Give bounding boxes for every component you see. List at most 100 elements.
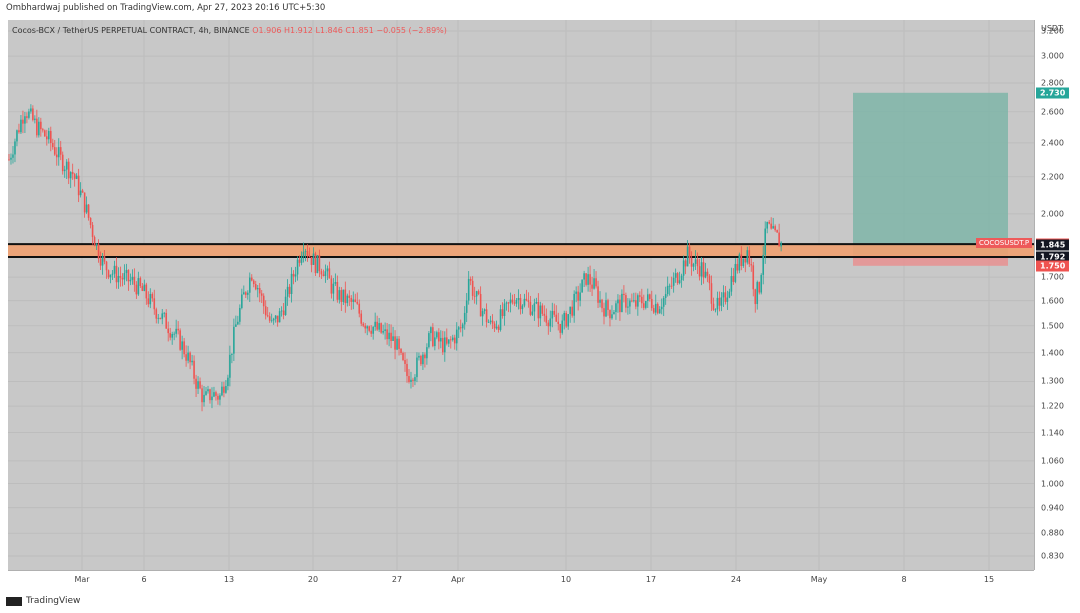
price-tick-label: 1.600	[1041, 296, 1064, 306]
price-tick-label: 1.140	[1041, 428, 1064, 438]
candle-body	[557, 321, 560, 324]
candle-body	[28, 111, 30, 118]
candle-body	[774, 226, 776, 231]
tradingview-logo-icon	[6, 596, 22, 606]
price-tick-label: 3.200	[1041, 26, 1064, 36]
candle-body	[213, 392, 215, 397]
candle-body	[330, 278, 333, 294]
candle-body	[51, 143, 54, 148]
candle-body	[700, 262, 703, 277]
price-tick-label: 0.880	[1041, 528, 1064, 538]
candle-body	[368, 326, 370, 331]
candle-body	[262, 295, 265, 307]
candle-body	[280, 310, 283, 312]
candle-body	[432, 327, 434, 347]
candle-body	[370, 330, 372, 334]
candle-body	[332, 283, 335, 294]
time-tick-label: 8	[901, 575, 907, 584]
time-axis[interactable]: Mar 6 13 20 27 Apr 10 17 24 May 8 15	[8, 570, 1034, 589]
candle-body	[268, 316, 271, 321]
candle-body	[613, 312, 615, 315]
candle-body	[543, 313, 546, 316]
candle-body	[553, 310, 556, 315]
candle-body	[652, 308, 655, 313]
candle-body	[59, 147, 62, 155]
candle-body	[706, 271, 709, 276]
time-tick-label: 24	[730, 575, 742, 584]
candle-body	[85, 204, 88, 213]
candle-body	[250, 277, 253, 281]
candle-body	[637, 295, 639, 307]
candle-body	[346, 295, 349, 304]
candle-body	[453, 337, 456, 344]
candle-body	[288, 286, 291, 295]
candle-body	[34, 118, 36, 120]
candle-body	[517, 297, 520, 300]
price-tick-label: 1.060	[1041, 456, 1064, 466]
candle-body	[611, 314, 613, 319]
candle-body	[459, 327, 462, 329]
candle-body	[559, 323, 562, 333]
candle-body	[398, 338, 400, 349]
candle-body	[682, 260, 685, 276]
candle-body	[513, 302, 516, 304]
candle-body	[225, 386, 227, 393]
candle-body	[61, 154, 64, 172]
price-tick-label: 1.400	[1041, 348, 1064, 358]
candle-body	[12, 154, 14, 158]
candle-body	[668, 285, 671, 287]
candle-body	[503, 303, 506, 317]
candle-body	[135, 284, 138, 295]
candle-body	[519, 297, 522, 310]
candle-body	[195, 378, 197, 389]
candle-body	[654, 303, 657, 313]
candle-body	[49, 130, 52, 144]
candle-body	[473, 295, 476, 297]
price-tick-label: 2.600	[1041, 107, 1064, 117]
candle-body	[545, 315, 548, 323]
candle-body	[531, 311, 534, 315]
candle-body	[698, 266, 701, 277]
candle-body	[131, 276, 134, 280]
candle-body	[591, 284, 593, 289]
ohlc-close: C1.851	[345, 26, 374, 35]
candle-body	[167, 328, 169, 334]
candle-body	[55, 154, 58, 158]
candle-body	[243, 292, 245, 295]
candle-body	[382, 330, 384, 333]
candle-body	[392, 336, 394, 341]
candle-body	[197, 381, 199, 389]
candle-body	[728, 291, 731, 298]
price-label: 2.730	[1036, 87, 1070, 99]
candle-body	[48, 130, 50, 140]
time-tick-label: 15	[983, 575, 995, 584]
candle-body	[746, 250, 749, 263]
candle-body	[161, 313, 164, 319]
candle-body	[123, 273, 126, 280]
candle-body	[772, 226, 774, 229]
candle-body	[256, 288, 259, 290]
candle-body	[209, 389, 211, 401]
candle-body	[258, 288, 261, 294]
support-zone	[8, 244, 1034, 258]
candle-body	[752, 265, 755, 290]
candle-body	[320, 271, 323, 275]
candle-body	[163, 312, 166, 314]
candle-body	[109, 274, 112, 278]
candle-body	[310, 256, 313, 265]
candle-body	[686, 246, 689, 267]
candle-body	[567, 314, 569, 327]
tradingview-brand[interactable]: TradingView	[6, 596, 80, 606]
candle-body	[776, 230, 778, 233]
candle-body	[736, 263, 739, 271]
candle-body	[231, 353, 233, 355]
candle-body	[483, 309, 486, 312]
candle-body	[344, 289, 347, 304]
candle-body	[241, 294, 243, 308]
candle-body	[635, 300, 637, 307]
candle-body	[710, 283, 713, 304]
candle-body	[272, 318, 275, 321]
candle-body	[366, 326, 368, 329]
price-axis[interactable]: USDT 3.200 3.000 2.800 2.600 2.400 2.200 2.000…	[1034, 20, 1080, 570]
